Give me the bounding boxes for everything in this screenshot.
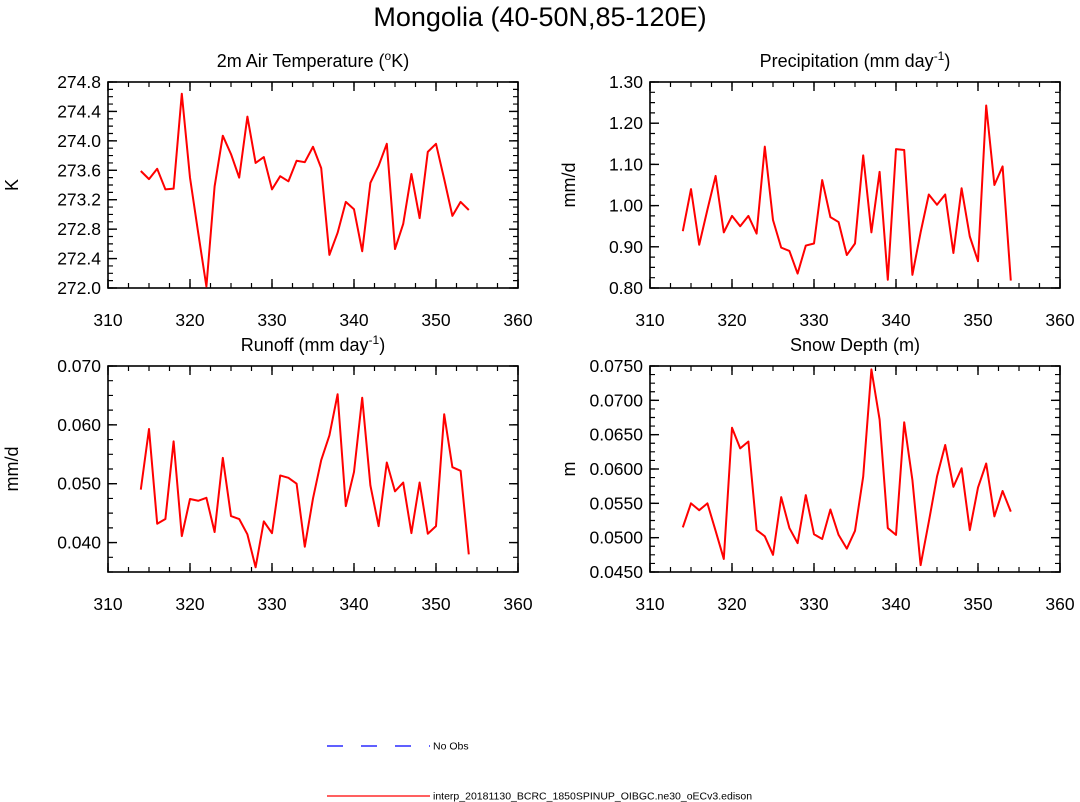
snow-depth-panel-title: Snow Depth (m): [790, 335, 920, 355]
y-tick-label: 272.8: [57, 219, 101, 239]
title-text: ): [944, 51, 950, 71]
y-tick-label: 0.0500: [589, 528, 643, 548]
y-tick-label: 0.040: [57, 533, 101, 553]
title-text: K): [391, 51, 409, 71]
temperature-y-axis-label: K: [2, 179, 22, 191]
y-tick-label: 0.0700: [589, 390, 643, 410]
x-tick-label: 310: [635, 310, 664, 330]
x-tick-label: 340: [881, 310, 910, 330]
snow-depth-panel: 310 320 330 340 350 360 0.0450 0.0500 0.0550 0.06…: [559, 335, 1075, 614]
y-tick-label: 272.0: [57, 278, 101, 298]
y-tick-label: 0.060: [57, 415, 101, 435]
snow-depth-series-line: [681, 368, 1012, 567]
y-tick-label: 0.0550: [589, 493, 643, 513]
x-tick-label: 330: [799, 594, 828, 614]
x-tick-label: 330: [257, 310, 286, 330]
y-tick-label: 274.0: [57, 131, 101, 151]
x-tick-label: 340: [881, 594, 910, 614]
title-text: Snow Depth (m): [790, 335, 920, 355]
precipitation-panel: 310 320 330 340 350 360 0.80 0.90 1.00 1.10 1.20 1.…: [559, 49, 1075, 330]
y-tick-label: 1.00: [609, 196, 643, 216]
y-tick-label: 0.0450: [589, 562, 643, 582]
title-text: Runoff (mm day: [241, 335, 369, 355]
x-tick-label: 320: [175, 594, 204, 614]
y-tick-label: 0.0750: [589, 356, 643, 376]
y-tick-label: 272.4: [57, 249, 101, 269]
x-tick-label: 320: [175, 310, 204, 330]
y-tick-label: 0.80: [609, 278, 643, 298]
x-tick-label: 330: [257, 594, 286, 614]
title-superscript: -1: [369, 333, 380, 347]
y-tick-label: 0.0600: [589, 459, 643, 479]
title-text: Precipitation (mm day: [760, 51, 934, 71]
precipitation-panel-title: Precipitation (mm day-1): [760, 49, 951, 71]
legend: No Obs interp_20181130_BCRC_1850SPINUP_O…: [327, 741, 752, 802]
y-tick-label: 273.2: [57, 190, 101, 210]
runoff-panel: 310 320 330 340 350 360 0.040 0.050 0.060 0.070 Ru…: [2, 333, 533, 614]
figure-title: Mongolia (40-50N,85-120E): [373, 2, 706, 32]
y-tick-label: 1.10: [609, 154, 643, 174]
title-superscript: -1: [934, 49, 945, 63]
title-text: 2m Air Temperature (: [217, 51, 385, 71]
temperature-panel: 310 320 330 340 350 360 272.0 272.4 272.8 273.2 27…: [2, 49, 533, 330]
x-tick-label: 360: [503, 594, 532, 614]
y-tick-label: 0.90: [609, 237, 643, 257]
y-tick-label: 1.30: [609, 72, 643, 92]
legend-label-model: interp_20181130_BCRC_1850SPINUP_OIBGC.ne…: [433, 791, 752, 802]
temperature-panel-title: 2m Air Temperature (oK): [217, 49, 409, 71]
x-tick-label: 360: [1045, 594, 1074, 614]
x-tick-label: 320: [717, 594, 746, 614]
x-tick-label: 350: [963, 310, 992, 330]
title-text: ): [379, 335, 385, 355]
y-tick-label: 274.4: [57, 101, 101, 121]
x-tick-label: 310: [93, 594, 122, 614]
y-tick-label: 274.8: [57, 72, 101, 92]
precipitation-y-axis-label: mm/d: [559, 163, 579, 208]
y-tick-label: 273.6: [57, 160, 101, 180]
temperature-series-line: [140, 92, 470, 288]
x-tick-label: 320: [717, 310, 746, 330]
runoff-y-axis-label: mm/d: [2, 447, 22, 492]
runoff-series-line: [139, 393, 470, 569]
x-tick-label: 310: [635, 594, 664, 614]
y-tick-label: 1.20: [609, 113, 643, 133]
y-tick-label: 0.070: [57, 356, 101, 376]
x-tick-label: 350: [421, 594, 450, 614]
x-tick-label: 340: [339, 594, 368, 614]
x-tick-label: 360: [503, 310, 532, 330]
snow-depth-y-axis-label: m: [559, 462, 579, 477]
y-tick-label: 0.0650: [589, 425, 643, 445]
x-tick-label: 350: [421, 310, 450, 330]
x-tick-label: 310: [93, 310, 122, 330]
y-tick-label: 0.050: [57, 474, 101, 494]
x-tick-label: 360: [1045, 310, 1074, 330]
x-tick-label: 330: [799, 310, 828, 330]
x-tick-label: 340: [339, 310, 368, 330]
runoff-panel-title: Runoff (mm day-1): [241, 333, 385, 355]
x-tick-label: 350: [963, 594, 992, 614]
panels: 310 320 330 340 350 360 272.0 272.4 272.8 273.2 27…: [2, 49, 1075, 614]
legend-label-no-obs: No Obs: [433, 741, 469, 753]
title-superscript: o: [385, 49, 392, 63]
precipitation-series-line: [681, 104, 1012, 281]
